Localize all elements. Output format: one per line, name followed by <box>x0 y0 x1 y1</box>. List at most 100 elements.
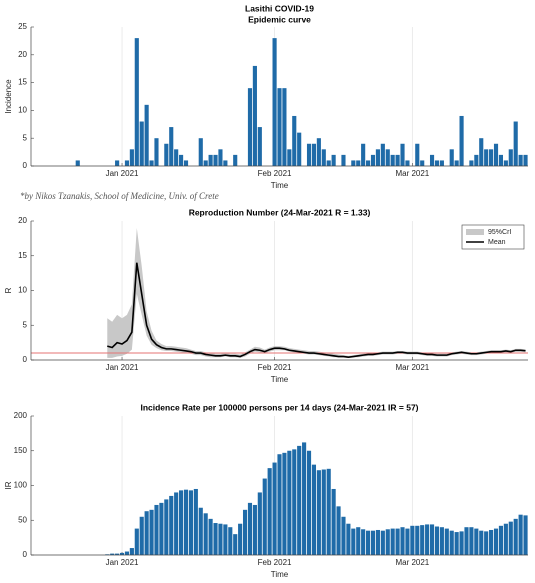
bar <box>252 65 257 166</box>
x-tick-label: Feb 2021 <box>258 169 292 178</box>
bar <box>198 138 203 166</box>
bar <box>134 528 139 555</box>
bar <box>429 524 435 555</box>
bar <box>390 154 395 166</box>
bar <box>351 528 356 555</box>
bar <box>292 449 297 555</box>
y-tick-label: 20 <box>18 50 27 59</box>
bar <box>179 154 184 166</box>
bar <box>493 528 499 555</box>
bar <box>321 469 326 555</box>
x-tick-label: Feb 2021 <box>258 558 292 567</box>
bar <box>434 160 440 166</box>
y-axis-label: R <box>4 287 13 293</box>
bar <box>518 514 523 555</box>
bar <box>287 149 292 166</box>
y-tick-label: 5 <box>23 133 28 142</box>
bar <box>380 143 385 166</box>
bar <box>395 154 400 166</box>
bar <box>134 38 139 167</box>
bar <box>405 160 410 166</box>
y-tick-label: 15 <box>18 251 27 260</box>
bar <box>400 527 405 555</box>
bar <box>489 529 494 555</box>
bar <box>346 523 351 555</box>
y-tick-label: 15 <box>18 78 27 87</box>
bar <box>277 88 282 166</box>
bar <box>169 127 174 166</box>
bar <box>262 478 267 555</box>
bar <box>429 154 435 166</box>
bar <box>356 527 361 555</box>
bar <box>115 160 120 166</box>
bar <box>233 534 238 555</box>
bar <box>454 532 459 555</box>
bar <box>474 154 479 166</box>
bar <box>213 154 218 166</box>
y-axis-label: IR <box>4 481 13 489</box>
bar <box>395 528 400 555</box>
bar <box>257 127 262 166</box>
bar <box>179 490 184 555</box>
bar <box>513 121 518 166</box>
bar <box>282 452 287 555</box>
bar <box>282 88 287 166</box>
bar <box>375 149 380 166</box>
bar <box>193 488 198 555</box>
legend-swatch <box>466 229 484 235</box>
bar <box>366 530 371 555</box>
bar <box>164 499 169 555</box>
bar <box>479 530 484 555</box>
bar <box>188 490 193 555</box>
chart-subtitle: Epidemic curve <box>248 14 311 24</box>
bar <box>415 525 420 555</box>
bar <box>474 528 479 555</box>
bar <box>228 527 233 555</box>
bar <box>183 489 189 555</box>
bar <box>341 154 346 166</box>
bar <box>139 121 144 166</box>
bar <box>223 160 228 166</box>
y-tick-label: 100 <box>14 481 28 490</box>
bar <box>370 154 376 166</box>
bar <box>331 154 336 166</box>
bar <box>425 524 430 555</box>
bar <box>297 132 302 166</box>
bar <box>385 149 390 166</box>
bar <box>390 528 395 555</box>
bar <box>252 504 257 555</box>
y-tick-label: 0 <box>23 550 28 559</box>
bar <box>238 523 243 555</box>
bar <box>444 528 449 555</box>
bar <box>370 530 376 555</box>
bar <box>306 143 312 166</box>
bar <box>434 526 440 555</box>
bar <box>272 38 277 167</box>
bar <box>454 160 459 166</box>
bar <box>449 149 454 166</box>
bar <box>385 529 390 555</box>
legend-label: Mean <box>488 239 506 246</box>
y-tick-label: 0 <box>23 355 28 364</box>
bar <box>316 138 321 166</box>
bar <box>508 521 513 555</box>
bar <box>331 488 336 555</box>
bar <box>508 149 513 166</box>
bar <box>498 154 504 166</box>
bar <box>129 149 134 166</box>
y-tick-label: 0 <box>23 161 28 170</box>
chart-title: Reproduction Number (24-Mar-2021 R = 1.3… <box>189 207 371 217</box>
bar <box>459 531 464 555</box>
x-tick-label: Mar 2021 <box>395 169 429 178</box>
credit: *by Nikos Tzanakis, School of Medicine, … <box>20 191 219 201</box>
y-tick-label: 200 <box>14 411 28 420</box>
bar <box>503 523 508 555</box>
bar <box>326 160 331 166</box>
bar <box>439 160 444 166</box>
bar <box>498 525 504 555</box>
y-tick-label: 5 <box>23 320 28 329</box>
bar <box>410 525 415 555</box>
y-tick-label: 10 <box>18 286 27 295</box>
bar <box>124 551 130 555</box>
